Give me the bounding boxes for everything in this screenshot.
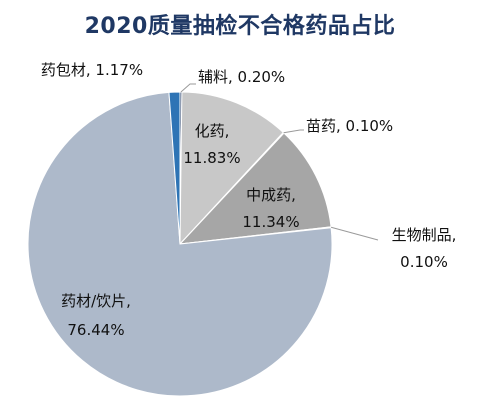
label-zhongchengyao-value: 11.34% [242,213,299,231]
pie-slice-6 [168,91,181,245]
pie-slice-5 [27,91,333,397]
chart-title: 2020质量抽检不合格药品占比 [84,14,396,39]
label-yaobaocai: 药包材, 1.17% [41,61,143,79]
label-miaoyao: 苗药, 0.10% [306,117,393,135]
leader-shengwuzhipin [330,226,379,241]
leader-lines [180,83,379,241]
slice-labels: 药包材, 1.17% 辅料, 0.20% 化药, 11.83% 苗药, 0.10… [41,61,456,339]
label-shengwuzhipin-value: 0.10% [400,253,448,271]
leader-fuliao [180,83,196,93]
leader-miaoyao [283,129,304,134]
label-shengwuzhipin-name: 生物制品, [392,226,457,244]
label-yaocai-value: 76.44% [67,321,124,339]
pie-slice-3 [178,132,332,245]
label-fuliao: 辅料, 0.20% [198,68,285,86]
label-zhongchengyao-name: 中成药, [246,186,296,204]
label-huayao-name: 化药, [195,122,230,140]
label-yaocai-name: 药材/饮片, [61,292,131,310]
label-huayao-value: 11.83% [183,149,240,167]
pie-slice-1 [179,91,284,246]
pie-slices [27,91,333,397]
